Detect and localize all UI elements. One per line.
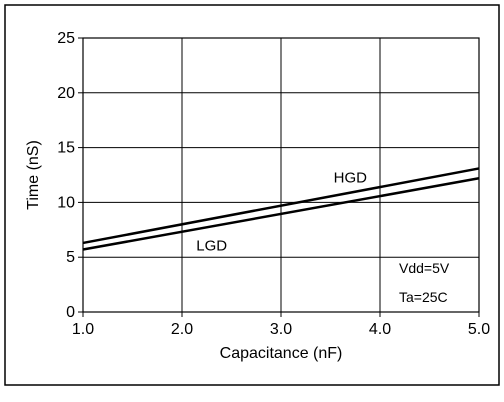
x-tick-label: 5.0	[468, 321, 490, 338]
annotation-ta: Ta=25C	[399, 289, 448, 305]
y-tick-label: 15	[57, 140, 75, 157]
x-axis: 1.0 2.0 3.0 4.0 5.0	[72, 312, 490, 338]
x-tick-label: 3.0	[270, 321, 292, 338]
x-tick-label: 2.0	[171, 321, 193, 338]
annotation-vdd: Vdd=5V	[399, 260, 450, 276]
y-tick-label: 5	[66, 249, 75, 266]
y-axis-title: Time (nS)	[25, 140, 42, 210]
y-tick-label: 10	[57, 194, 75, 211]
x-axis-title: Capacitance (nF)	[220, 345, 343, 362]
chart-frame	[4, 4, 500, 386]
series-line-lgd	[82, 177, 480, 251]
y-tick-label: 20	[57, 85, 75, 102]
series-line-hgd	[82, 167, 480, 245]
x-tick-label: 1.0	[72, 321, 94, 338]
x-tick-label: 4.0	[369, 321, 391, 338]
series-lines: HGD LGD	[82, 167, 480, 254]
y-axis: 0 5 10 15 20 25	[57, 30, 83, 321]
series-label-hgd: HGD	[334, 170, 368, 187]
series-label-lgd: LGD	[196, 237, 227, 254]
y-tick-label: 25	[57, 30, 75, 47]
y-tick-label: 0	[66, 304, 75, 321]
